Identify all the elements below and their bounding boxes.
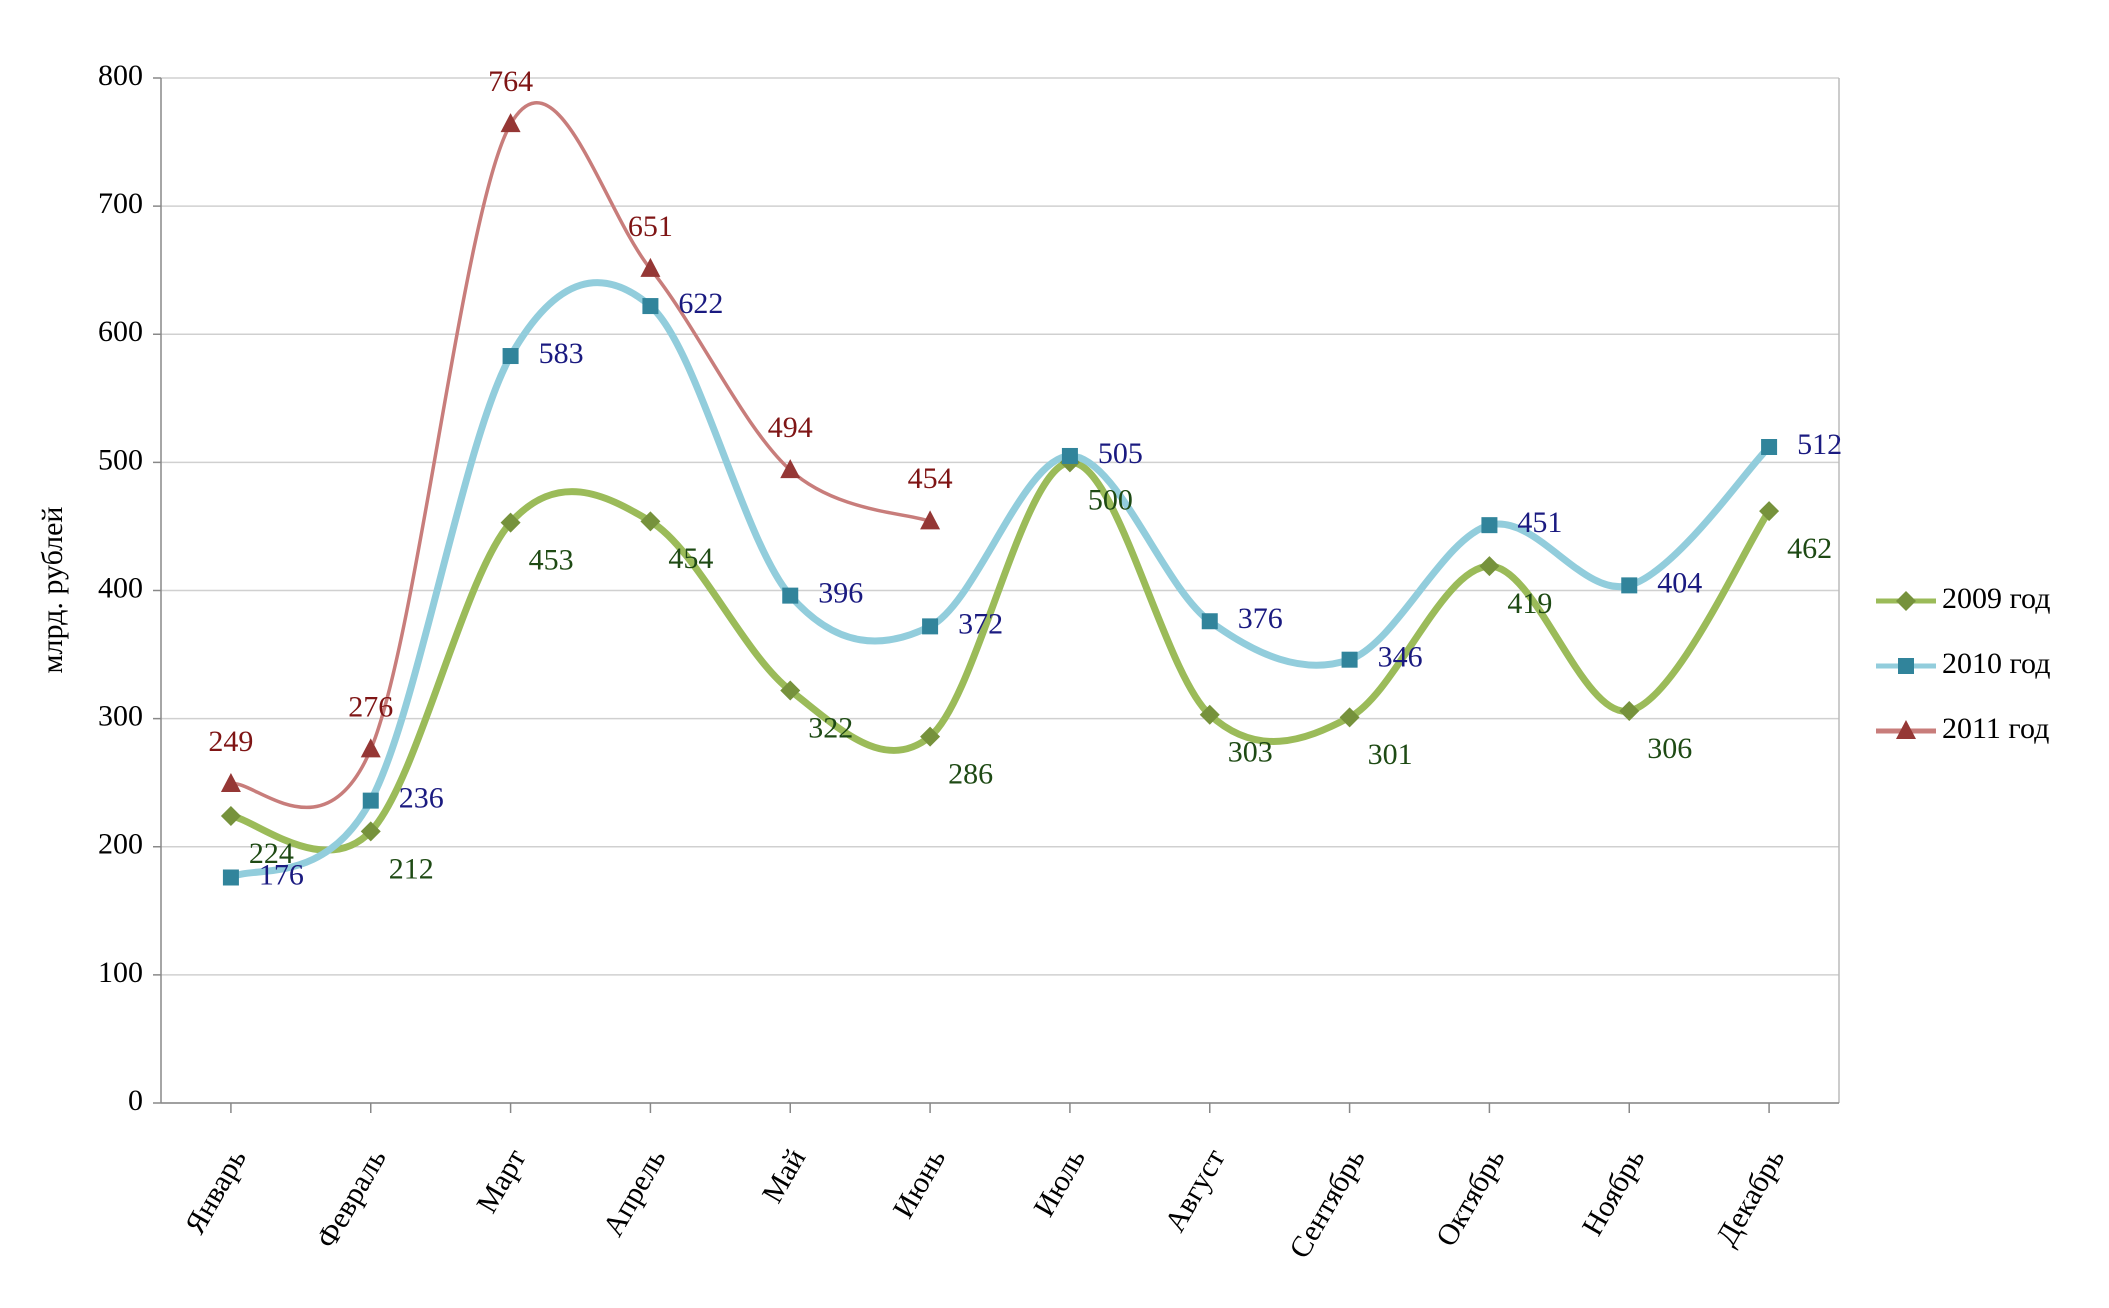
series-marker bbox=[1621, 577, 1638, 594]
data-label: 462 bbox=[1787, 532, 1832, 565]
data-label: 306 bbox=[1647, 732, 1692, 765]
series-marker bbox=[362, 792, 379, 809]
data-label: 286 bbox=[948, 757, 993, 790]
data-label: 500 bbox=[1088, 483, 1133, 516]
data-label: 249 bbox=[208, 725, 253, 758]
legend-label: 2011 год bbox=[1942, 712, 2049, 745]
data-label: 301 bbox=[1368, 738, 1413, 771]
y-axis-title: млрд. рублей bbox=[36, 507, 69, 674]
series-marker bbox=[640, 511, 661, 532]
series-marker bbox=[780, 459, 801, 479]
series-marker bbox=[920, 510, 941, 530]
series-marker bbox=[220, 772, 241, 792]
series-marker bbox=[780, 680, 801, 701]
series-marker bbox=[1061, 447, 1078, 464]
data-label: 303 bbox=[1228, 736, 1273, 769]
series-marker bbox=[642, 298, 659, 315]
y-tick-label: 400 bbox=[98, 571, 143, 604]
y-tick-label: 600 bbox=[98, 315, 143, 348]
series-marker bbox=[220, 806, 241, 826]
data-label: 451 bbox=[1517, 506, 1562, 539]
series-marker bbox=[500, 512, 521, 533]
y-tick-label: 700 bbox=[98, 187, 143, 220]
y-tick-label: 200 bbox=[98, 828, 143, 861]
series-marker bbox=[222, 869, 239, 886]
data-label: 236 bbox=[399, 782, 444, 815]
series-marker bbox=[1199, 704, 1220, 725]
series-marker bbox=[922, 618, 939, 635]
series-marker bbox=[1761, 439, 1778, 455]
legend-marker bbox=[1898, 658, 1914, 674]
data-label: 583 bbox=[539, 337, 584, 370]
data-label: 512 bbox=[1797, 428, 1842, 461]
series-marker bbox=[1341, 651, 1358, 668]
data-label: 276 bbox=[348, 690, 393, 723]
data-label: 454 bbox=[668, 542, 713, 575]
data-label: 453 bbox=[529, 543, 574, 576]
data-label: 322 bbox=[808, 711, 853, 744]
series-marker bbox=[1619, 700, 1640, 721]
series-line bbox=[227, 458, 1773, 854]
y-tick-label: 0 bbox=[128, 1084, 143, 1117]
series-marker bbox=[360, 821, 381, 842]
data-label: 212 bbox=[389, 852, 434, 885]
series-marker bbox=[1339, 707, 1360, 728]
series-marker bbox=[640, 257, 661, 277]
legend-marker bbox=[1896, 591, 1916, 611]
series-marker bbox=[1201, 613, 1218, 630]
series-marker bbox=[500, 113, 521, 133]
legend-label: 2009 год bbox=[1942, 582, 2050, 615]
data-label: 224 bbox=[249, 837, 294, 870]
data-label: 396 bbox=[818, 577, 863, 610]
data-label: 372 bbox=[958, 607, 1003, 640]
series-marker bbox=[782, 587, 799, 604]
series-marker bbox=[1481, 517, 1498, 534]
series-marker bbox=[920, 726, 941, 747]
data-label: 176 bbox=[259, 858, 304, 891]
data-label: 404 bbox=[1657, 566, 1702, 599]
legend-label: 2010 год bbox=[1942, 647, 2050, 680]
legend-marker bbox=[1896, 720, 1916, 739]
series-marker bbox=[360, 738, 381, 758]
data-label: 346 bbox=[1378, 641, 1423, 674]
data-label: 419 bbox=[1507, 587, 1552, 620]
data-label: 376 bbox=[1238, 602, 1283, 635]
y-tick-label: 100 bbox=[98, 956, 143, 989]
data-label: 622 bbox=[678, 287, 723, 320]
data-label: 454 bbox=[908, 462, 953, 495]
y-tick-label: 800 bbox=[98, 59, 143, 92]
y-tick-label: 300 bbox=[98, 700, 143, 733]
data-label: 764 bbox=[488, 65, 533, 98]
series-marker bbox=[1479, 556, 1500, 577]
data-label: 494 bbox=[768, 411, 813, 444]
series-marker bbox=[502, 348, 519, 365]
data-label: 651 bbox=[628, 210, 673, 243]
data-label: 505 bbox=[1098, 437, 1143, 470]
y-tick-label: 500 bbox=[98, 443, 143, 476]
series-marker bbox=[1759, 501, 1780, 522]
